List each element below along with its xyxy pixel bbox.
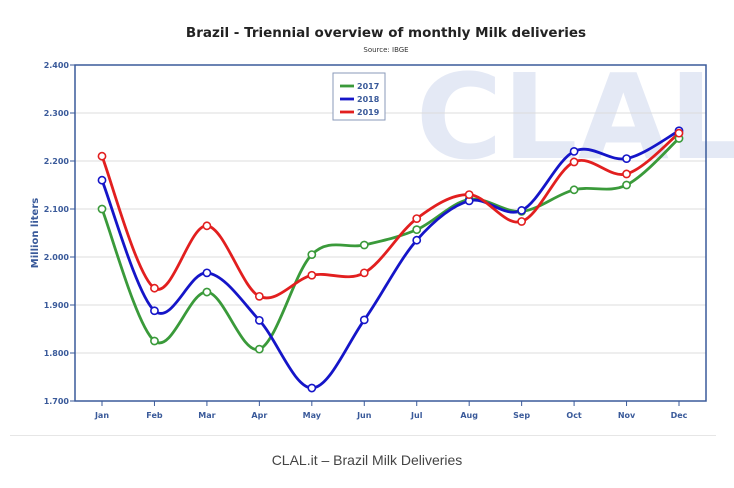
legend: 2017 2018 2019 [332,72,386,121]
data-point-2017 [359,240,369,250]
x-tick-label: Oct [566,411,582,420]
x-tick-label: Feb [146,411,163,420]
data-point-2017 [150,336,159,346]
data-point-2017 [622,180,631,190]
data-point-2019 [97,151,107,161]
data-point-2019 [674,128,684,138]
data-point-2019 [569,157,579,167]
chart-caption: CLAL.it – Brazil Milk Deliveries [271,452,463,468]
data-point-2019 [359,268,369,278]
x-tick-label: May [303,411,322,420]
x-tick-label: Mar [198,411,215,420]
x-tick-label: Nov [618,411,636,420]
data-point-2017 [307,250,317,259]
data-point-2017 [569,185,579,195]
chart-subtitle: Source: IBGE [363,46,408,54]
y-axis-label: Million liters [30,198,41,268]
data-point-2017 [254,344,264,354]
series-points [97,126,684,393]
x-tick-label: Jun [356,411,372,420]
y-tick-label: 2.100 [44,205,70,214]
caption-divider [10,435,716,436]
x-tick-label: Jul [410,411,423,420]
y-tick-label: 2.400 [44,61,70,70]
x-tick-label: Sep [513,411,530,420]
data-point-2019 [622,169,631,179]
data-point-2019 [202,221,212,231]
data-point-2018 [150,306,159,316]
x-tick-label: Dec [671,411,688,420]
legend-label-2018: 2018 [357,95,380,104]
data-point-2019 [254,291,264,301]
legend-label-2017: 2017 [357,82,379,91]
data-point-2018 [202,268,212,278]
y-axis: 1.700 1.800 1.900 2.000 2.100 2.200 2.300 2.400 [44,61,75,406]
y-tick-label: 2.200 [44,157,70,166]
y-tick-label: 2.000 [44,253,70,262]
data-point-2018 [569,146,579,156]
data-point-2018 [307,383,317,393]
data-point-2019 [412,214,422,223]
legend-label-2019: 2019 [357,108,380,117]
data-point-2017 [97,204,107,214]
y-tick-label: 1.900 [44,301,70,310]
grid-lines [75,112,706,354]
data-point-2018 [622,154,631,163]
y-tick-label: 2.300 [44,109,70,118]
data-point-2017 [202,287,212,297]
data-point-2018 [517,206,527,215]
data-point-2019 [307,270,317,280]
data-point-2019 [150,283,159,293]
data-point-2018 [412,235,422,245]
data-point-2018 [97,175,107,185]
x-axis: Jan Feb Mar Apr May Jun Jul Aug Sep Oct Nov Dec [94,401,688,420]
x-tick-label: Aug [460,411,478,420]
x-tick-label: Apr [251,411,267,420]
x-tick-label: Jan [94,411,109,420]
data-point-2018 [254,315,264,325]
data-point-2019 [464,190,474,199]
data-point-2019 [517,217,527,226]
y-tick-label: 1.700 [44,397,70,406]
data-point-2017 [412,225,422,235]
chart-title: Brazil - Triennial overview of monthly M… [186,25,586,41]
data-point-2018 [359,315,369,325]
y-tick-label: 1.800 [44,349,70,358]
plot-frame [74,64,707,402]
